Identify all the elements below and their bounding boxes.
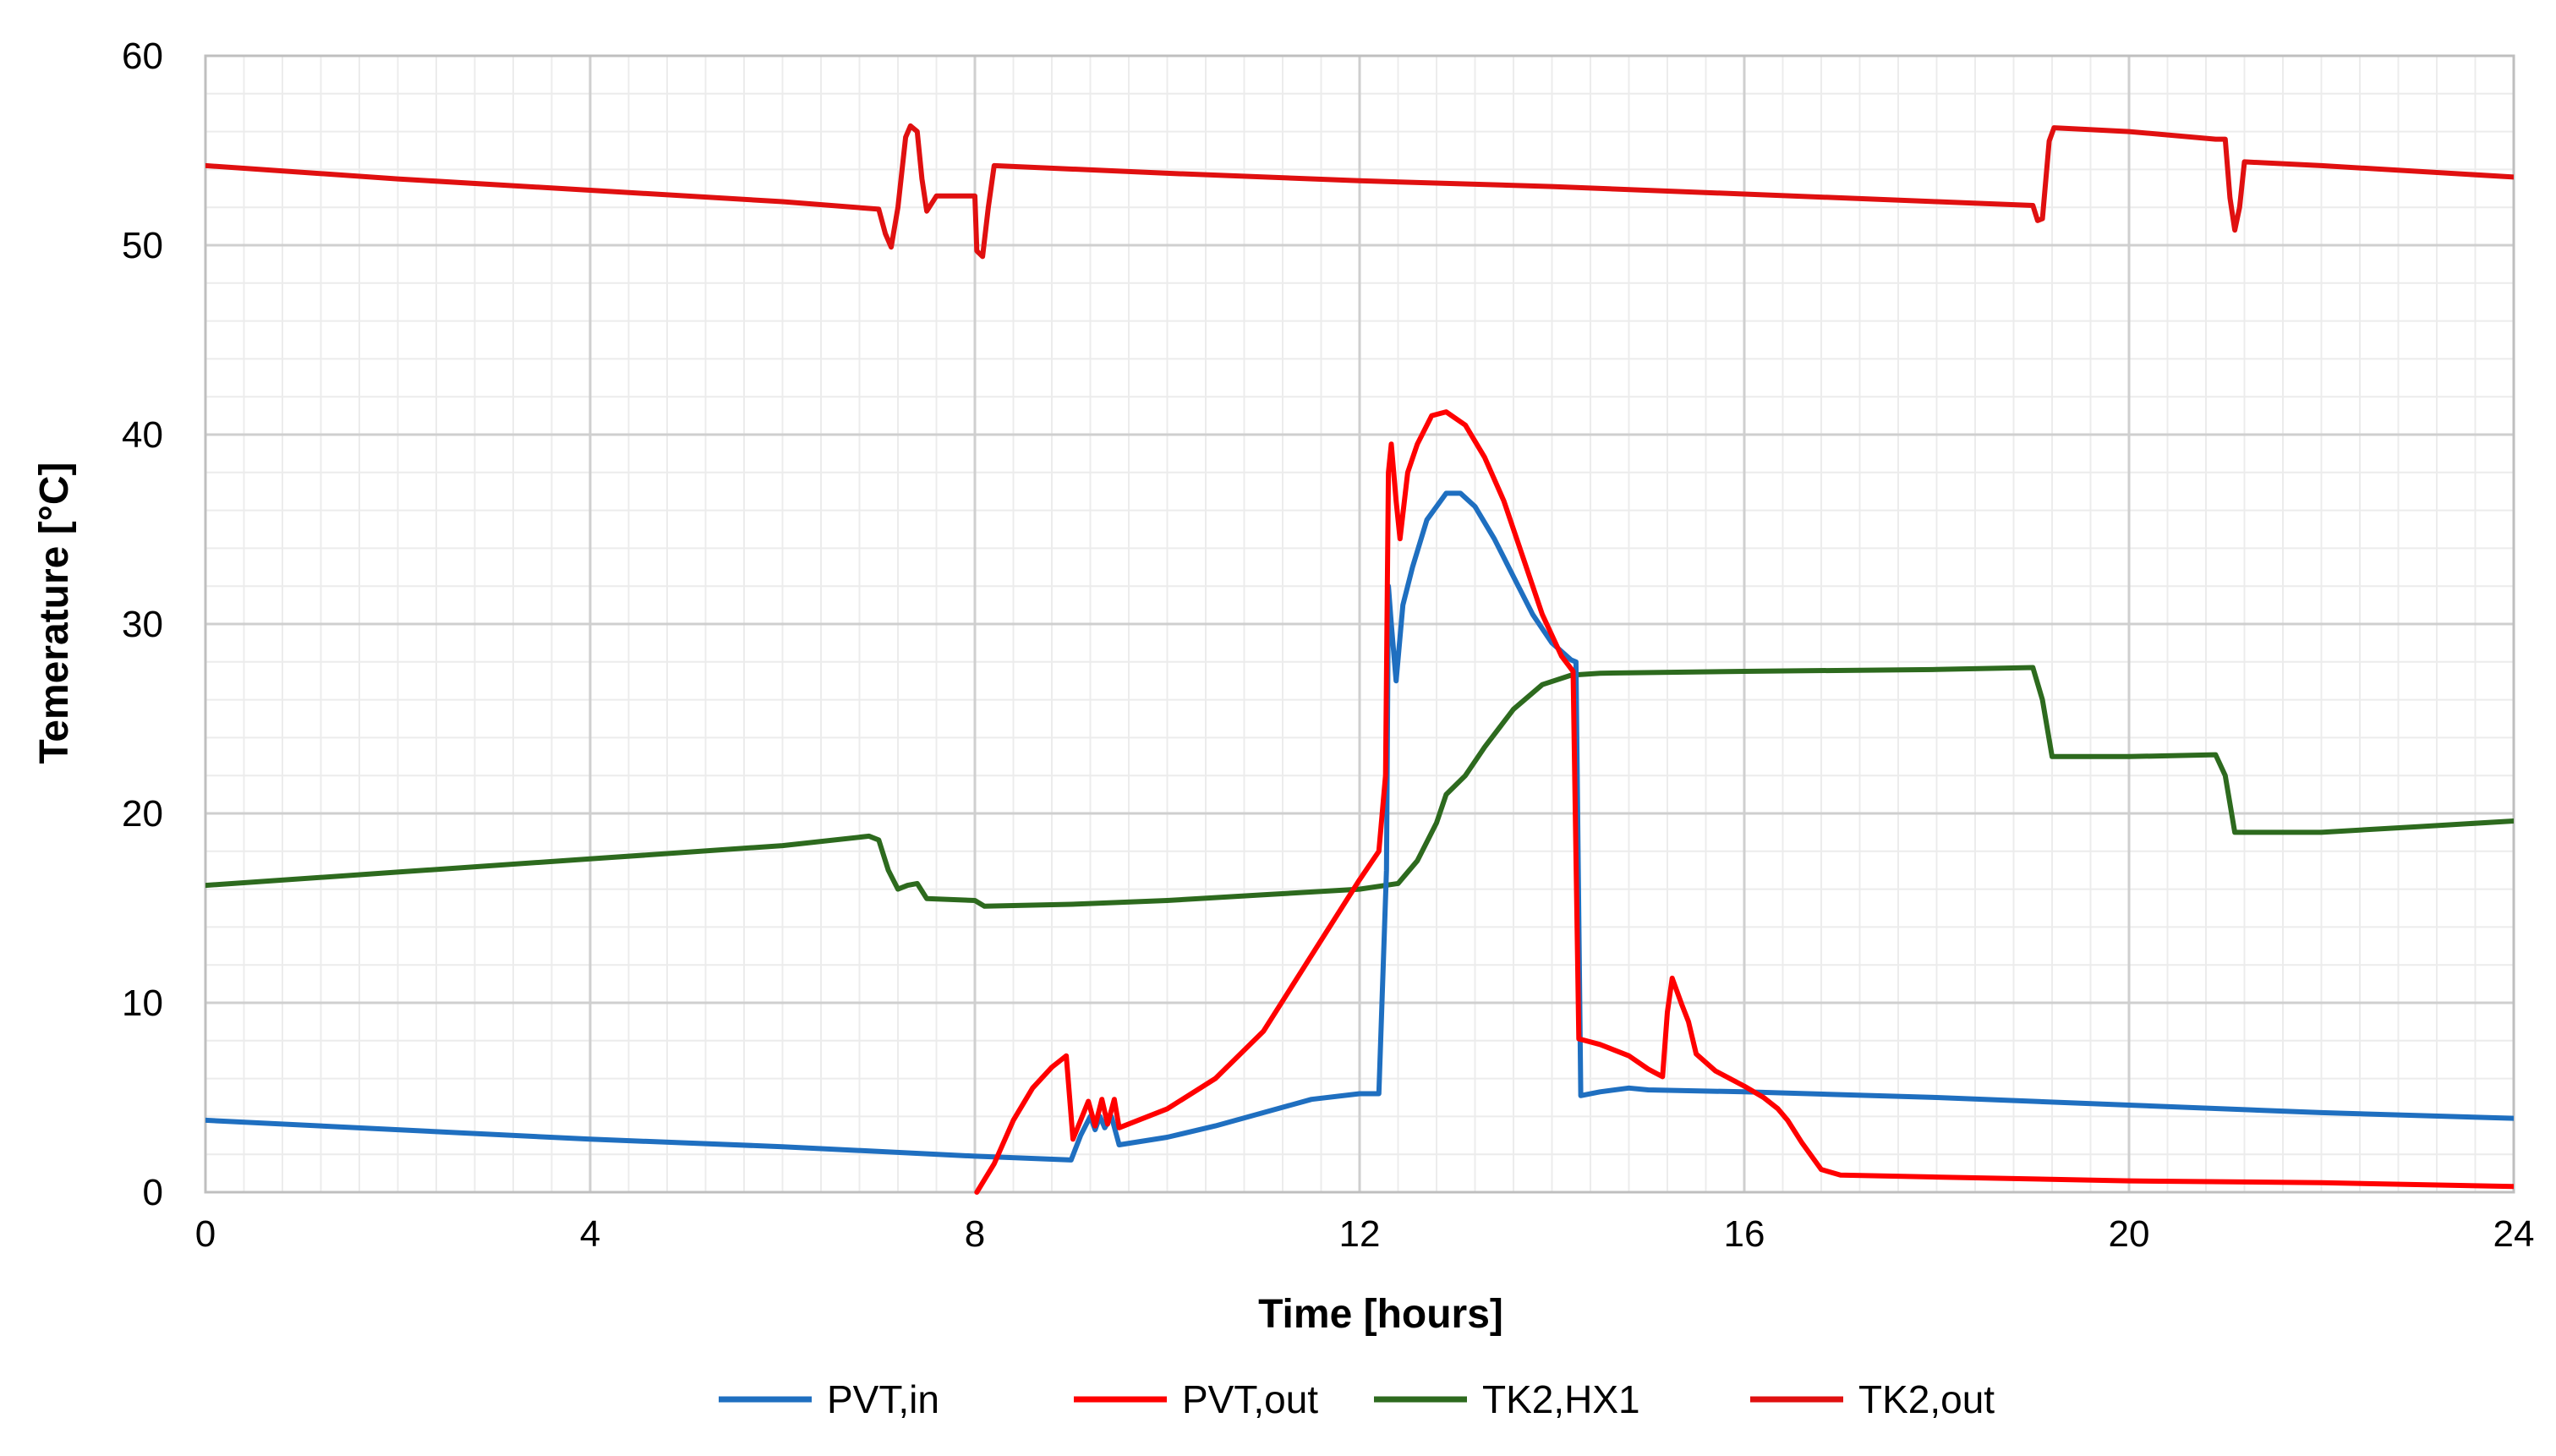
legend-label-pvt-out: PVT,out <box>1182 1377 1318 1421</box>
x-tick-label: 12 <box>1339 1213 1381 1255</box>
y-axis-title: Temerature [°C] <box>32 462 77 764</box>
x-tick-label: 8 <box>965 1213 985 1255</box>
x-tick-label: 24 <box>2493 1213 2535 1255</box>
series-layer <box>205 123 2514 1195</box>
legend-label-pvt-in: PVT,in <box>827 1377 939 1421</box>
y-tick-label: 60 <box>122 36 163 77</box>
x-tick-label: 20 <box>2109 1213 2150 1255</box>
legend: PVT,in PVT,out TK2,HX1 TK2,out <box>719 1377 1995 1421</box>
series-line-tk2-hx1 <box>205 665 2514 909</box>
y-tick-label: 10 <box>122 983 163 1024</box>
plot-border <box>204 54 2515 1194</box>
legend-label-tk2-out: TK2,out <box>1858 1377 1995 1421</box>
x-tick-label: 0 <box>195 1213 216 1255</box>
series-line-pvt-out <box>974 409 2514 1195</box>
y-tick-labels: 0 10 20 30 40 50 60 <box>122 36 163 1213</box>
x-tick-label: 4 <box>580 1213 600 1255</box>
y-tick-label: 40 <box>122 414 163 456</box>
y-tick-label: 50 <box>122 225 163 266</box>
x-tick-label: 16 <box>1724 1213 1765 1255</box>
y-tick-label: 30 <box>122 604 163 645</box>
series-line-tk2-out <box>205 123 2514 260</box>
y-tick-label: 20 <box>122 793 163 835</box>
x-axis-title: Time [hours] <box>1258 1292 1503 1337</box>
x-tick-labels: 0 4 8 12 16 20 24 <box>195 1213 2535 1255</box>
y-tick-label: 0 <box>143 1172 163 1213</box>
plot-frame <box>204 54 2515 1194</box>
legend-label-tk2-hx1: TK2,HX1 <box>1482 1377 1640 1421</box>
